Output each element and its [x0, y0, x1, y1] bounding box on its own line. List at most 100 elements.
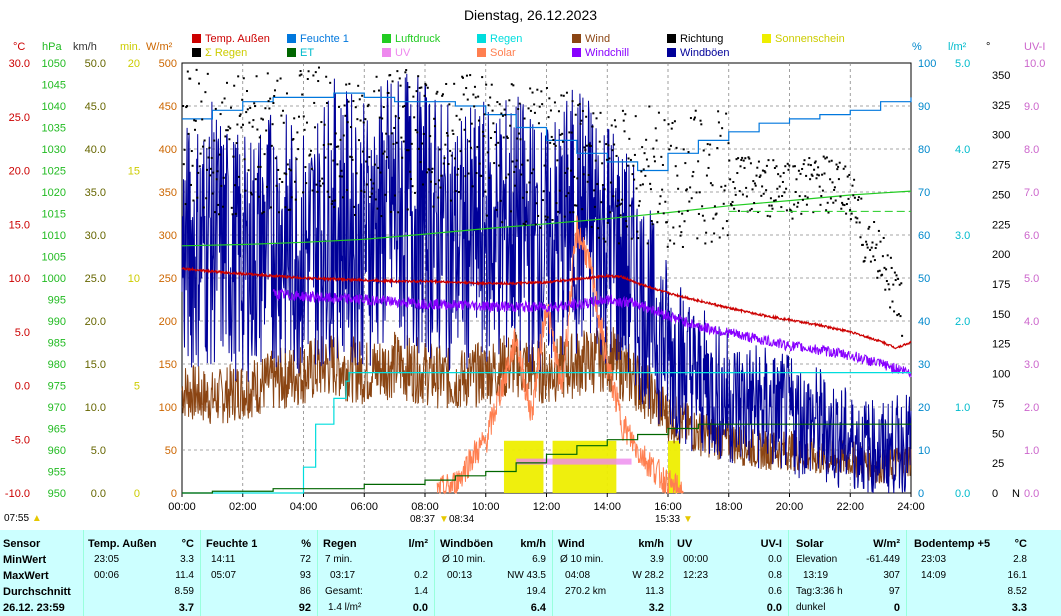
richtung-point — [707, 166, 710, 169]
richtung-point — [767, 159, 770, 162]
legend-label: Richtung — [680, 33, 724, 45]
richtung-point — [516, 137, 519, 140]
richtung-point — [241, 123, 244, 126]
richtung-point — [241, 98, 244, 101]
richtung-point — [726, 234, 729, 237]
richtung-point — [773, 199, 776, 202]
richtung-point — [704, 242, 707, 245]
uvi-tick-label: 8.0 — [1024, 144, 1039, 156]
richtung-point — [649, 188, 652, 191]
richtung-point — [369, 178, 372, 181]
richtung-point — [305, 121, 308, 124]
deg-tick-label: 125 — [992, 339, 1010, 351]
richtung-point — [899, 315, 902, 318]
lm2-tick-label: 3.0 — [955, 230, 970, 242]
hpa-tick-label: 1025 — [42, 166, 66, 178]
richtung-point — [513, 170, 516, 173]
richtung-point — [848, 173, 851, 176]
richtung-point — [195, 68, 198, 71]
richtung-point — [609, 181, 612, 184]
richtung-point — [578, 103, 581, 106]
richtung-point — [567, 192, 570, 195]
richtung-point — [203, 139, 206, 142]
rain-total-value: 1.4 — [414, 586, 428, 597]
temp-tick-label: 10.0 — [9, 273, 30, 285]
richtung-point — [781, 180, 784, 183]
richtung-point — [739, 165, 742, 168]
humidity-unit: % — [301, 538, 311, 550]
richtung-point — [597, 236, 600, 239]
richtung-point — [308, 154, 311, 157]
richtung-point — [730, 204, 733, 207]
richtung-point — [238, 114, 241, 117]
gust-avg10-value: 6.9 — [532, 554, 546, 565]
uvi-tick-label: 9.0 — [1024, 101, 1039, 113]
richtung-point — [353, 213, 356, 216]
temp-tick-label: -5.0 — [11, 434, 30, 446]
richtung-point — [456, 173, 459, 176]
hpa-tick-label: 1050 — [42, 58, 66, 70]
richtung-point — [244, 189, 247, 192]
richtung-point — [253, 105, 256, 108]
richtung-point — [617, 199, 620, 202]
richtung-point — [800, 212, 803, 215]
richtung-point — [573, 204, 576, 207]
richtung-point — [777, 173, 780, 176]
legend-label: Σ Regen — [205, 47, 248, 59]
richtung-point — [439, 186, 442, 189]
richtung-point — [588, 143, 591, 146]
richtung-point — [187, 132, 190, 135]
richtung-point — [237, 175, 240, 178]
richtung-point — [490, 83, 493, 86]
deg-bottom-label: N — [1012, 488, 1020, 500]
humidity-max-value: 93 — [299, 570, 311, 581]
richtung-point — [874, 247, 877, 250]
richtung-point — [329, 143, 332, 146]
richtung-point — [569, 169, 572, 172]
hpa-tick-label: 1045 — [42, 80, 66, 92]
richtung-point — [347, 100, 350, 103]
richtung-point — [362, 121, 365, 124]
time-marker-2: 08:34 — [449, 514, 474, 525]
richtung-point — [453, 82, 456, 85]
richtung-point — [261, 212, 264, 215]
richtung-point — [208, 146, 211, 149]
richtung-point — [641, 146, 644, 149]
richtung-point — [430, 171, 433, 174]
richtung-point — [312, 74, 315, 77]
richtung-point — [417, 147, 420, 150]
richtung-point — [747, 156, 750, 159]
richtung-point — [409, 178, 412, 181]
richtung-point — [252, 119, 255, 122]
richtung-point — [418, 86, 421, 89]
richtung-point — [318, 180, 321, 183]
richtung-point — [239, 113, 242, 116]
richtung-point — [725, 220, 728, 223]
richtung-point — [449, 199, 452, 202]
x-tick-label: 18:00 — [715, 501, 743, 513]
richtung-point — [765, 189, 768, 192]
deg-tick-label: 100 — [992, 369, 1010, 381]
hpa-tick-label: 985 — [48, 338, 66, 350]
windchill-series-line — [272, 288, 912, 378]
richtung-point — [869, 260, 872, 263]
richtung-point — [841, 201, 844, 204]
richtung-point — [727, 142, 730, 145]
richtung-point — [797, 201, 800, 204]
richtung-point — [581, 208, 584, 211]
richtung-point — [644, 174, 647, 177]
uv-min-value: 0.0 — [768, 554, 782, 565]
richtung-point — [757, 211, 760, 214]
richtung-point — [837, 165, 840, 168]
richtung-point — [876, 276, 879, 279]
deg-tick-label: 250 — [992, 189, 1010, 201]
deg-tick-label: 325 — [992, 100, 1010, 112]
richtung-point — [830, 159, 833, 162]
richtung-point — [801, 167, 804, 170]
richtung-point — [488, 176, 491, 179]
richtung-point — [559, 133, 562, 136]
soil-head: Bodentemp +5 — [914, 538, 991, 550]
legend-swatch — [667, 34, 676, 43]
richtung-point — [533, 103, 536, 106]
richtung-point — [733, 187, 736, 190]
